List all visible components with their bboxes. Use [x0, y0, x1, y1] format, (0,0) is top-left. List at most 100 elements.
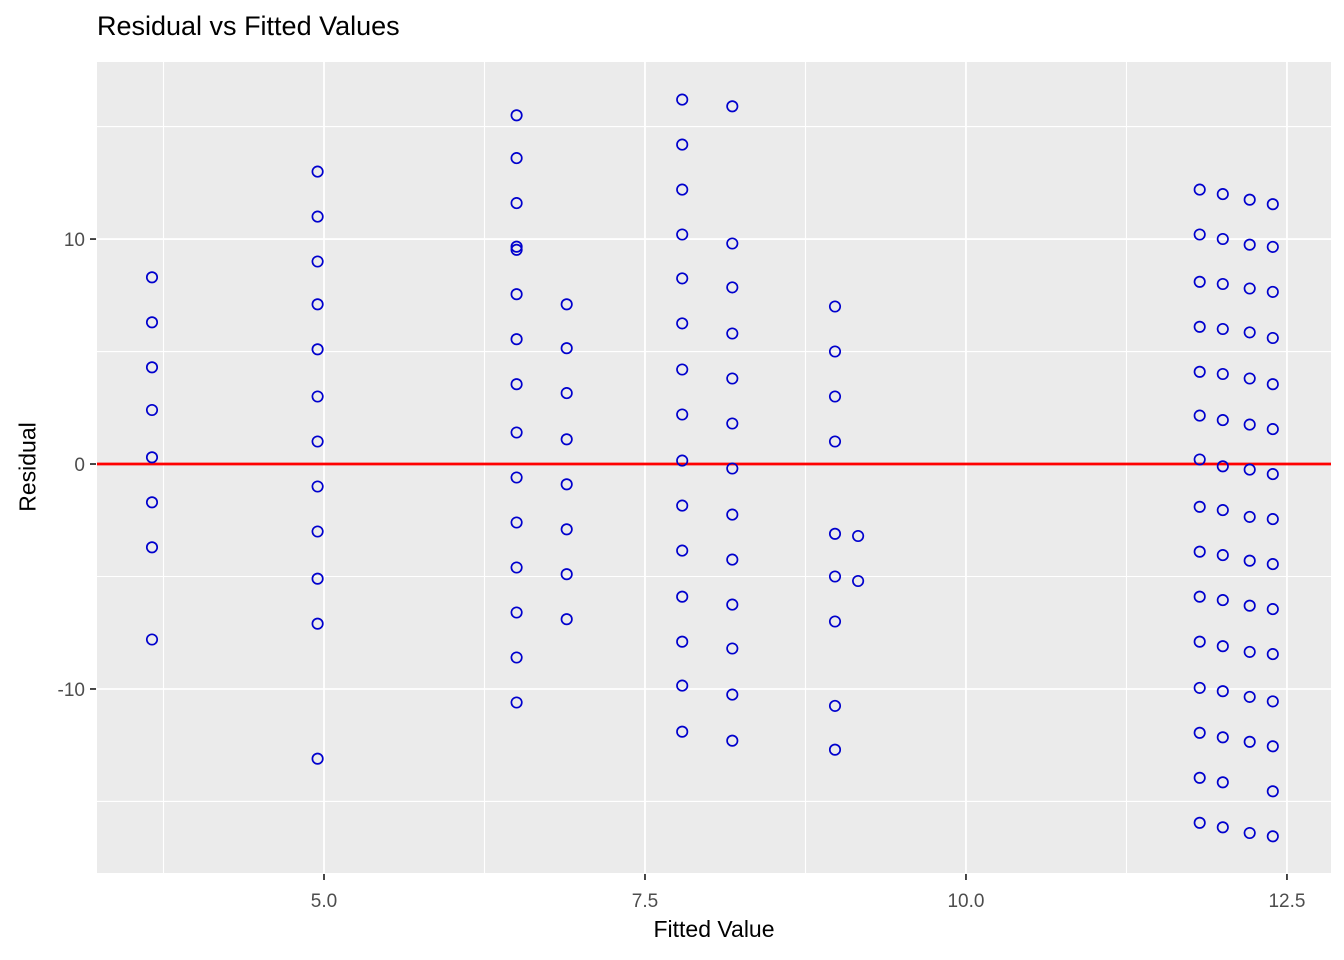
- data-point: [676, 317, 689, 330]
- data-point: [510, 696, 523, 709]
- data-point: [726, 642, 739, 655]
- data-point: [828, 345, 842, 358]
- data-point: [726, 553, 739, 566]
- data-points: [145, 93, 1279, 843]
- data-point: [1216, 685, 1229, 698]
- data-point: [510, 561, 523, 574]
- data-point: [1193, 365, 1206, 378]
- data-point: [560, 298, 573, 311]
- data-point: [676, 272, 689, 285]
- data-point: [145, 451, 159, 464]
- data-point: [510, 109, 523, 122]
- data-point: [1193, 275, 1206, 288]
- data-point: [726, 508, 739, 521]
- data-point: [1216, 460, 1229, 473]
- data-point: [676, 679, 689, 692]
- data-point: [1266, 740, 1279, 753]
- data-point: [1216, 594, 1229, 607]
- data-point: [676, 93, 689, 106]
- data-point: [311, 255, 324, 268]
- data-point: [1193, 183, 1206, 196]
- x-tick-labels: 5.0 7.5 10.0 12.5: [311, 891, 1306, 912]
- data-point: [828, 527, 842, 540]
- data-point: [676, 363, 689, 376]
- data-point: [726, 417, 739, 430]
- data-point: [1216, 188, 1229, 201]
- data-point: [1193, 635, 1206, 648]
- data-point: [311, 390, 324, 403]
- data-point: [676, 544, 689, 557]
- data-point: [1216, 414, 1229, 427]
- data-point: [145, 496, 159, 509]
- data-point: [726, 327, 739, 340]
- data-point: [560, 523, 573, 536]
- chart-title: Residual vs Fitted Values: [97, 11, 400, 41]
- data-point: [510, 243, 523, 256]
- data-point: [1216, 232, 1229, 246]
- data-point: [1243, 463, 1256, 476]
- y-tick-labels: 10 0 -10: [58, 230, 85, 701]
- data-point: [726, 281, 739, 294]
- data-point: [510, 606, 523, 619]
- data-point: [726, 462, 739, 475]
- data-point: [1266, 240, 1279, 253]
- data-point: [311, 525, 324, 538]
- y-tick-label: -10: [58, 680, 85, 701]
- data-point: [676, 590, 689, 603]
- y-tick-label: 0: [74, 455, 85, 476]
- data-point: [1216, 549, 1229, 562]
- data-point: [1266, 558, 1279, 571]
- data-point: [828, 699, 842, 712]
- data-point: [676, 138, 689, 151]
- data-point: [676, 408, 689, 421]
- data-point: [852, 574, 865, 588]
- data-point: [510, 197, 523, 210]
- data-point: [676, 454, 689, 467]
- data-point: [1266, 603, 1279, 616]
- data-point: [145, 316, 159, 329]
- data-point: [510, 651, 523, 664]
- data-point: [560, 433, 573, 446]
- data-point: [1193, 453, 1206, 466]
- data-point: [726, 372, 739, 385]
- data-point: [828, 570, 842, 583]
- data-point: [1266, 648, 1279, 661]
- data-point: [676, 183, 689, 196]
- data-point: [311, 298, 324, 311]
- data-point: [1243, 599, 1256, 612]
- data-point: [1243, 238, 1256, 251]
- x-tick-label: 10.0: [947, 891, 984, 912]
- data-point: [1216, 504, 1229, 517]
- data-point: [1243, 326, 1256, 339]
- x-axis-title: Fitted Value: [653, 916, 775, 942]
- data-point: [1243, 826, 1256, 840]
- data-point: [1266, 423, 1279, 436]
- data-point: [1243, 418, 1256, 431]
- data-point: [1216, 821, 1229, 834]
- data-point: [510, 378, 523, 391]
- data-point: [560, 568, 573, 581]
- data-point: [1193, 590, 1206, 603]
- data-point: [1193, 409, 1206, 422]
- data-point: [1193, 681, 1206, 694]
- data-point: [726, 598, 739, 611]
- data-point: [311, 617, 324, 630]
- data-point: [828, 300, 842, 313]
- data-point: [828, 615, 842, 628]
- data-point: [510, 471, 523, 484]
- data-point: [726, 688, 739, 701]
- data-point: [1193, 228, 1206, 241]
- data-point: [1266, 378, 1279, 391]
- data-point: [676, 499, 689, 512]
- plot-panel: [97, 62, 1331, 873]
- data-point: [1266, 198, 1279, 211]
- data-point: [828, 390, 842, 403]
- data-point: [510, 240, 523, 253]
- y-tick-label: 10: [64, 230, 85, 251]
- data-point: [1193, 726, 1206, 739]
- data-point: [1193, 771, 1206, 784]
- data-point: [560, 387, 573, 400]
- data-point: [676, 635, 689, 648]
- data-point: [1243, 645, 1256, 658]
